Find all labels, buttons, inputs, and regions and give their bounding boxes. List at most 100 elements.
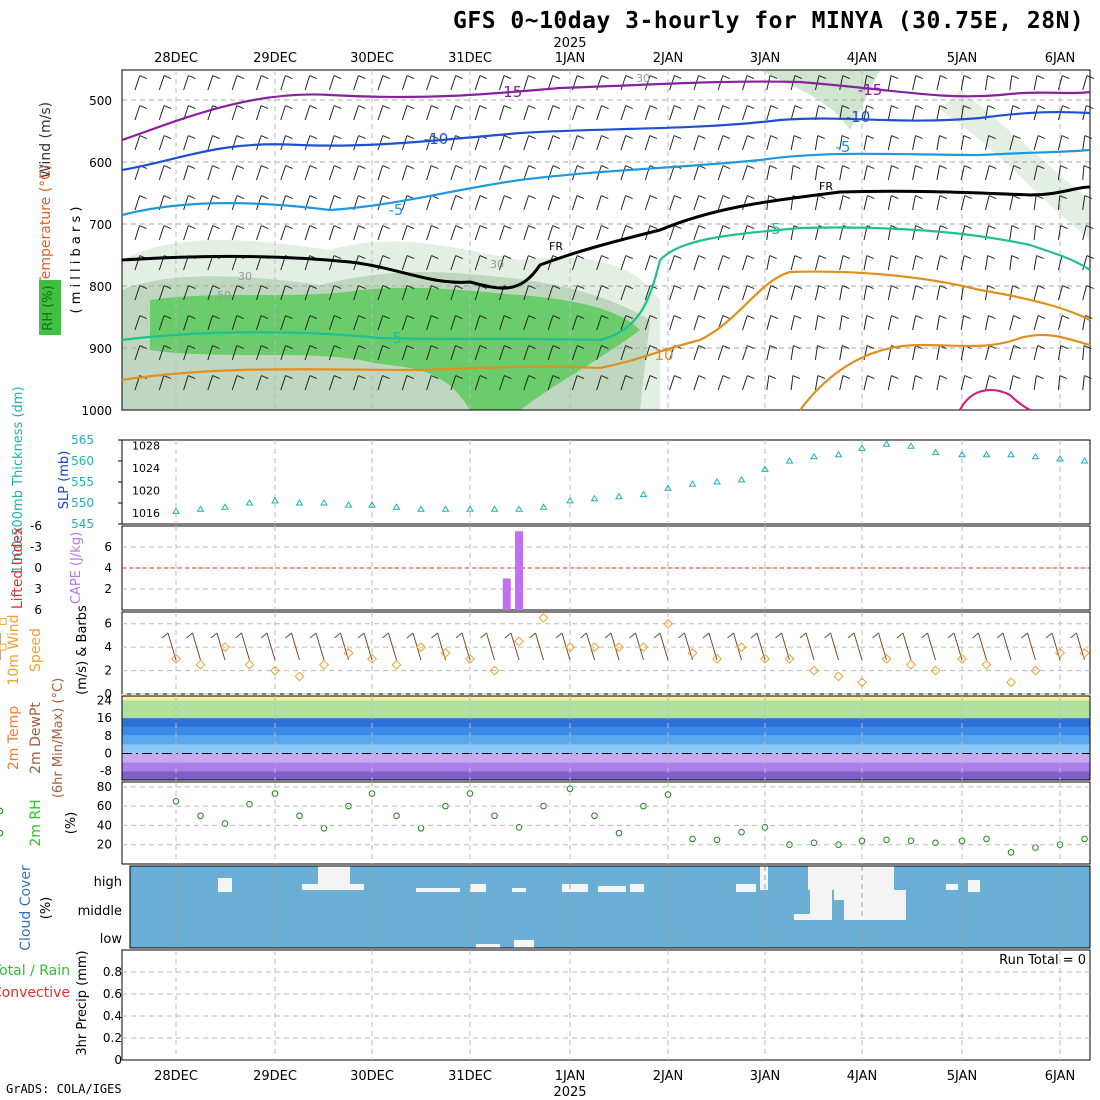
- wind-barb-flag: [309, 285, 317, 290]
- wind-barb-flag: [674, 285, 682, 290]
- wind-barb-shaft: [960, 105, 964, 121]
- wind-barb-flag: [1086, 105, 1094, 110]
- wind-barb-shaft: [158, 375, 165, 391]
- wind10m-point: [638, 642, 649, 653]
- ylabel-cloud: Cloud Cover: [18, 865, 34, 951]
- wind-barb-shaft: [450, 105, 456, 121]
- date-label-bottom: 3JAN: [750, 1069, 781, 1084]
- wind-barb-flag: [163, 135, 172, 140]
- wind-barb-flag: [817, 345, 825, 350]
- rh2m-point: [713, 836, 721, 844]
- wind-barb-flag: [504, 165, 512, 170]
- wind-barb-shaft: [742, 75, 748, 91]
- wind-barb-flag: [528, 165, 536, 170]
- wind-barb-shaft: [887, 195, 892, 211]
- rh2m-point: [591, 812, 598, 820]
- wind-barb-flag: [261, 345, 269, 350]
- wind-barb-flag: [406, 375, 415, 380]
- wind-barb-shaft: [499, 375, 505, 391]
- wind-barb-flag: [746, 105, 755, 110]
- wind10m-barb-flag: [799, 632, 807, 639]
- wind-barb-flag: [890, 255, 899, 260]
- wind-barb-flag: [817, 315, 826, 320]
- wind-barb-shaft: [596, 225, 602, 241]
- thickness-point: [172, 507, 180, 514]
- thickness-tick-label: 560: [71, 454, 94, 468]
- wind-barb-flag: [964, 375, 972, 380]
- wind10m-barb-shaft: [266, 632, 276, 661]
- wind-barb-flag: [817, 165, 825, 170]
- wind-barb-flag: [187, 375, 196, 380]
- wind-barb-flag: [817, 375, 826, 380]
- thickness-point: [466, 505, 474, 512]
- wind-barb-flag: [358, 285, 366, 290]
- wind-barb-flag: [358, 375, 366, 380]
- cloud-block: [416, 888, 460, 892]
- wind10m-barb-flag: [872, 632, 879, 639]
- wind-barb-flag: [842, 345, 850, 350]
- wind-barb-flag: [842, 195, 851, 200]
- wind-barb-flag: [212, 315, 220, 320]
- wind10m-barb-flag: [678, 632, 685, 639]
- wind-barb-shaft: [644, 75, 651, 91]
- wind-barb-shaft: [1082, 195, 1086, 211]
- wind-barb-flag: [1062, 75, 1070, 80]
- wind-barb-shaft: [328, 75, 335, 91]
- footer-credit: GrADS: COLA/IGES: [6, 1082, 122, 1096]
- wind-barb-flag: [139, 75, 147, 80]
- wind-barb-flag: [1011, 255, 1019, 260]
- wind-barb-flag: [818, 75, 827, 80]
- date-label-top: 4JAN: [847, 51, 878, 66]
- wind-barb-shaft: [766, 345, 771, 361]
- wind-barb-shaft: [426, 255, 432, 271]
- wind-barb-flag: [1083, 165, 1092, 170]
- precip-tick-label: 0.6: [103, 987, 122, 1001]
- wind-barb-flag: [309, 165, 318, 170]
- wind-barb-flag: [987, 255, 995, 260]
- wind-barb-flag: [842, 75, 851, 80]
- cloud-block: [736, 884, 756, 892]
- thickness-point: [615, 492, 623, 500]
- wind10m-point: [1030, 665, 1041, 676]
- rh2m-point: [417, 825, 425, 832]
- cloud-block: [844, 890, 906, 920]
- wind-barb-flag: [866, 255, 874, 260]
- ylabel-wind10m-speed: Speed: [28, 628, 44, 672]
- wind10m-barb-flag: [629, 632, 636, 639]
- wind-barb-flag: [431, 375, 439, 380]
- wind-barb-flag: [212, 75, 220, 80]
- wind-barb-flag: [1085, 315, 1093, 320]
- wind-barb-flag: [285, 285, 293, 290]
- wind-barb-shaft: [1009, 75, 1013, 91]
- contour-minus5: [121, 148, 1091, 217]
- wind-barb-shaft: [231, 285, 238, 301]
- wind-barb-flag: [1084, 375, 1092, 380]
- wind-barb-shaft: [693, 225, 700, 241]
- temp-band: [122, 771, 1090, 780]
- wind-barb-flag: [577, 285, 585, 290]
- thickness-point: [907, 442, 915, 449]
- wind-barb-flag: [309, 195, 318, 200]
- wind-barb-shaft: [985, 285, 989, 301]
- wind-barb-flag: [406, 75, 415, 80]
- wind-barb-shaft: [936, 135, 940, 151]
- wind-barb-flag: [939, 75, 948, 80]
- wind10m-barb-shaft: [1027, 632, 1036, 661]
- wind-barb-shaft: [450, 255, 457, 271]
- wind-barb-flag: [963, 315, 971, 320]
- wind-barb-shaft: [377, 285, 384, 301]
- wind-barb-flag: [625, 345, 633, 350]
- cloud-block: [318, 866, 350, 890]
- wind-barb-flag: [382, 225, 390, 230]
- date-label-bottom: 6JAN: [1045, 1069, 1076, 1084]
- wind-barb-shaft: [450, 315, 456, 331]
- wind10m-barb-flag: [406, 632, 414, 639]
- wind-barb-shaft: [158, 105, 165, 121]
- wind-barb-shaft: [717, 195, 724, 211]
- wind-barb-flag: [552, 135, 561, 140]
- thickness-point: [1056, 454, 1064, 462]
- wind10m-barb-shaft: [978, 632, 987, 661]
- contour-label: 50: [217, 289, 231, 302]
- wind10m-tick-label: 4: [104, 640, 112, 654]
